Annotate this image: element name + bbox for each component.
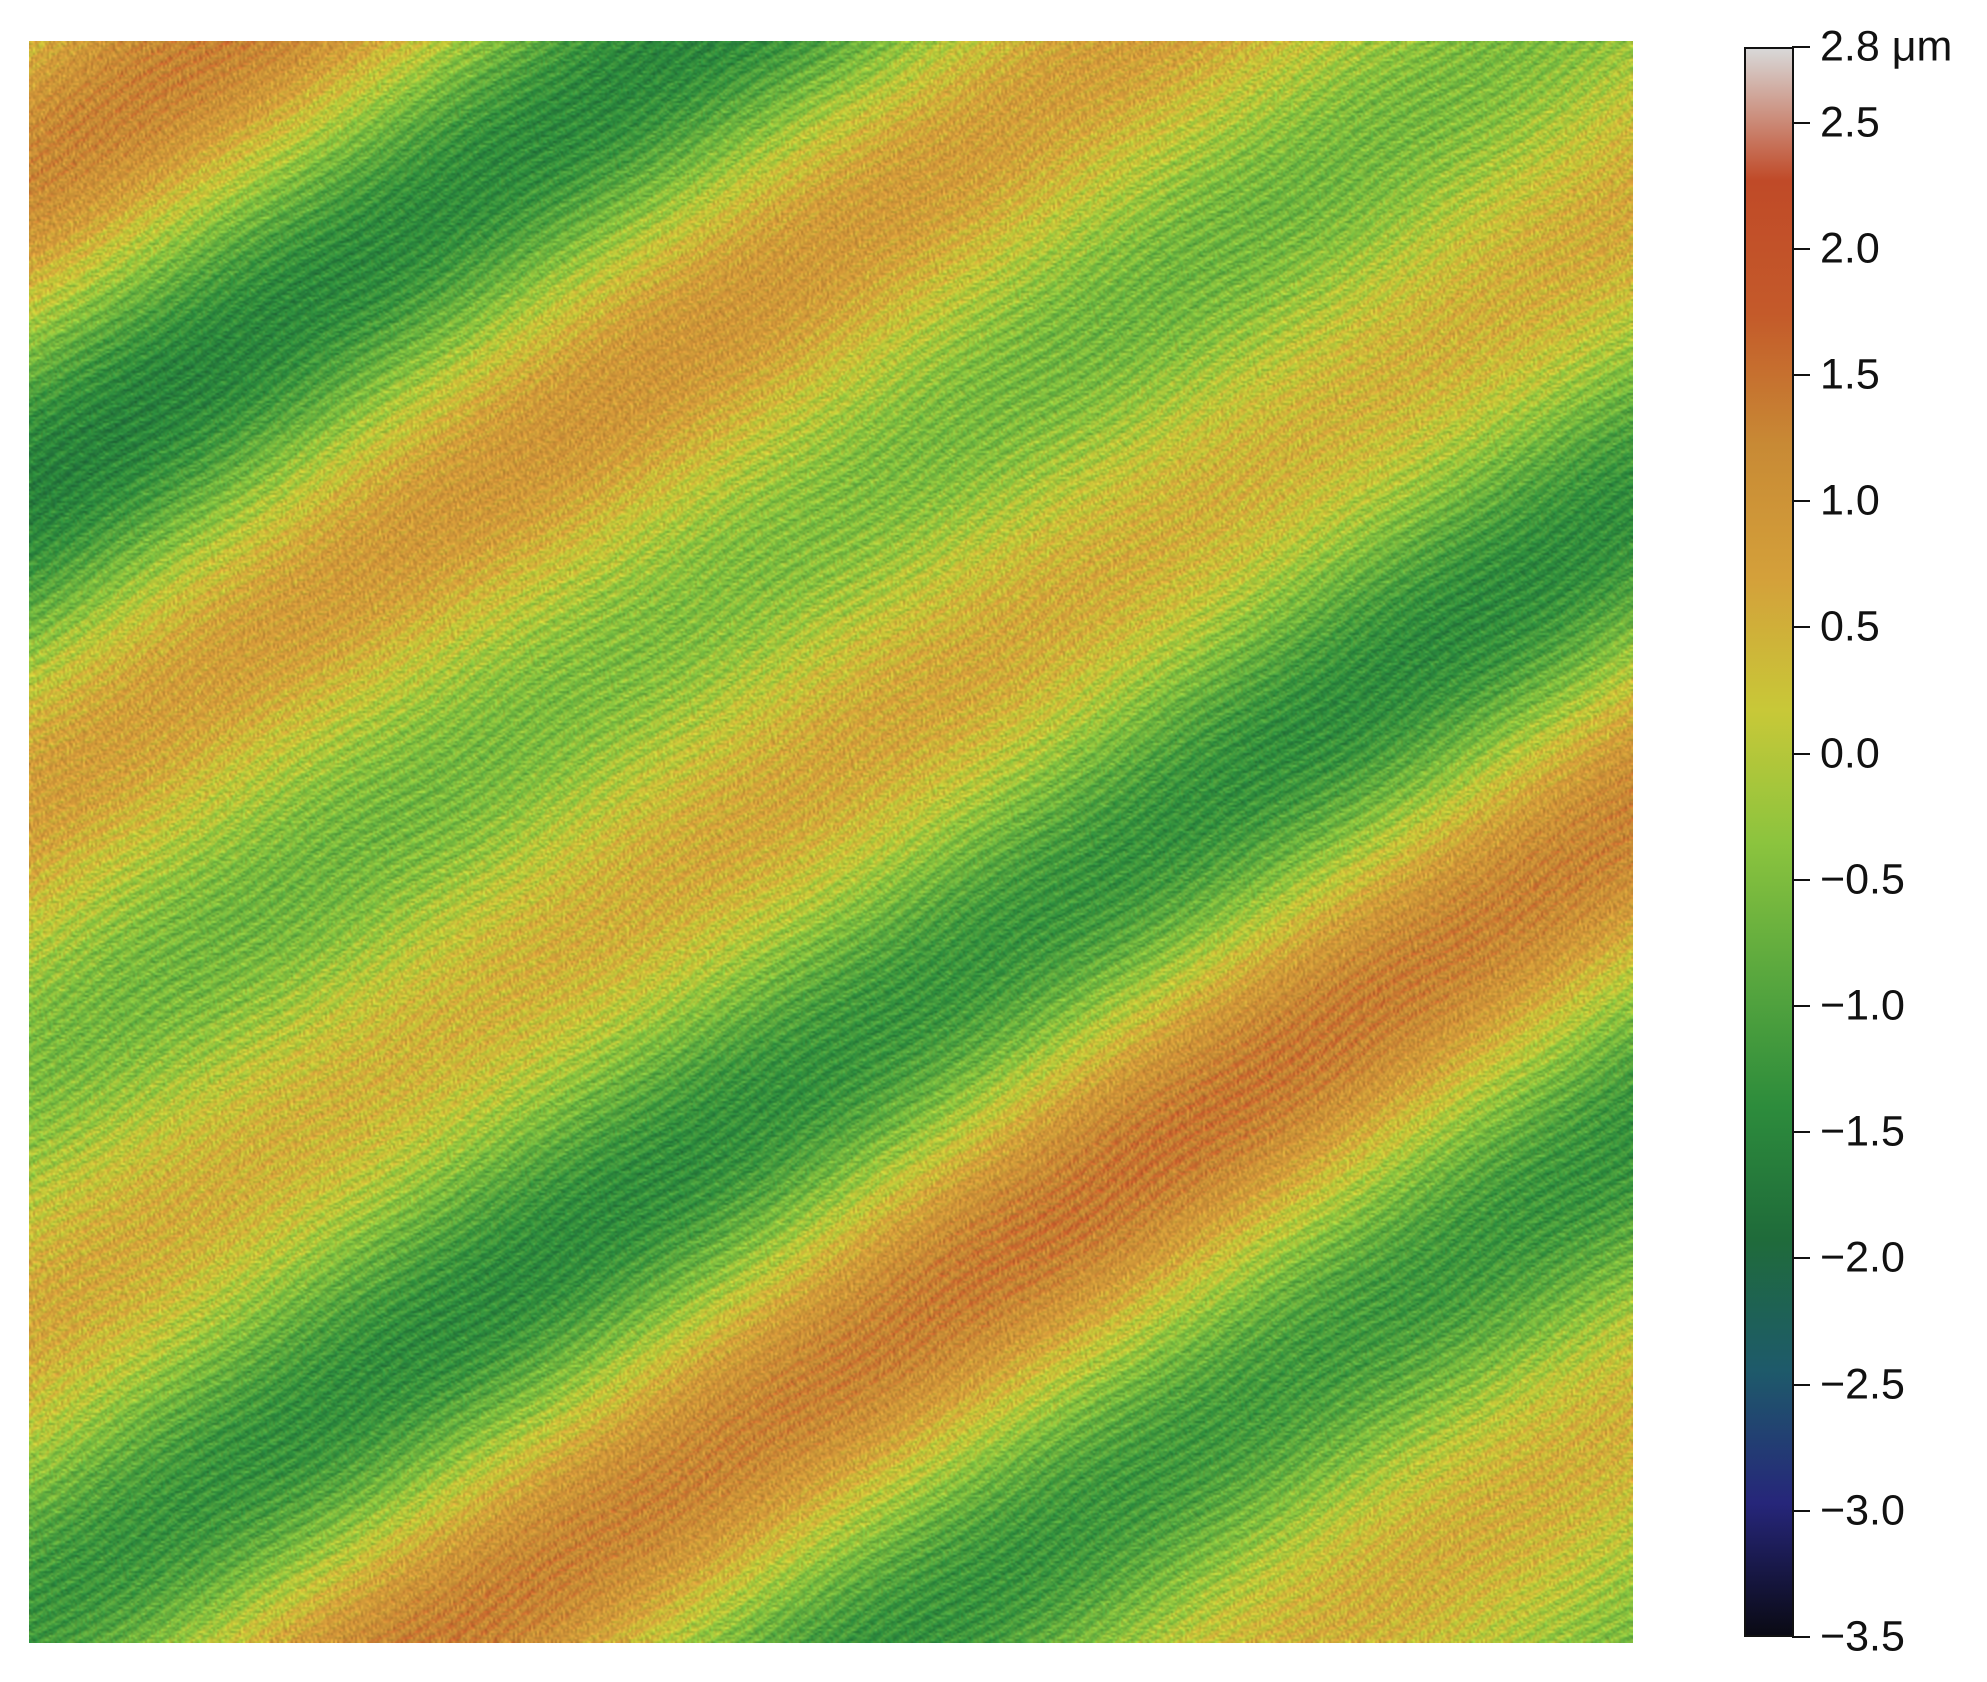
- colorbar-tick-mark: [1792, 626, 1810, 629]
- colorbar-tick-mark: [1792, 1636, 1810, 1638]
- colorbar-tick-mark: [1792, 121, 1810, 124]
- colorbar-tick-mark: [1792, 500, 1810, 503]
- colorbar-tick-mark: [1792, 1005, 1810, 1008]
- colorbar-ticks: 2.8 μm 2.5 2.0 1.5 1.0 0.5 0.0 −0.5 −1.0 −1.5 −2.0…: [1792, 25, 1987, 1658]
- surface-height-map: [29, 41, 1633, 1643]
- colorbar-tick-label: −1.5: [1820, 1107, 1905, 1156]
- colorbar-tick-label: −0.5: [1820, 855, 1905, 904]
- colorbar-gradient: [1744, 47, 1794, 1637]
- colorbar-tick-mark: [1792, 247, 1810, 250]
- colorbar-tick-label: −2.0: [1820, 1233, 1905, 1282]
- colorbar-tick-label: 1.5: [1820, 350, 1880, 399]
- colorbar-tick-label: 2.0: [1820, 224, 1880, 273]
- colorbar-tick-label: −2.5: [1820, 1360, 1905, 1409]
- colorbar-tick-label: 2.5: [1820, 98, 1880, 147]
- colorbar-tick-label: −1.0: [1820, 981, 1905, 1030]
- colorbar-tick-label: 0.5: [1820, 602, 1880, 651]
- colorbar-tick-mark: [1792, 1383, 1810, 1386]
- colorbar-tick-label: 2.8 μm: [1820, 22, 1953, 71]
- colorbar-tick-label: 1.0: [1820, 476, 1880, 525]
- colorbar-tick-mark: [1792, 1509, 1810, 1512]
- colorbar-tick-label: −3.0: [1820, 1486, 1905, 1535]
- colorbar-tick-label: −3.5: [1820, 1612, 1905, 1661]
- colorbar-tick-mark: [1792, 1131, 1810, 1134]
- colorbar-tick-mark: [1792, 1257, 1810, 1260]
- colorbar-tick-mark: [1792, 752, 1810, 755]
- colorbar-tick-mark: [1792, 46, 1810, 48]
- colorbar-tick-mark: [1792, 878, 1810, 881]
- colorbar-tick-label: 0.0: [1820, 729, 1880, 778]
- colorbar-tick-mark: [1792, 374, 1810, 377]
